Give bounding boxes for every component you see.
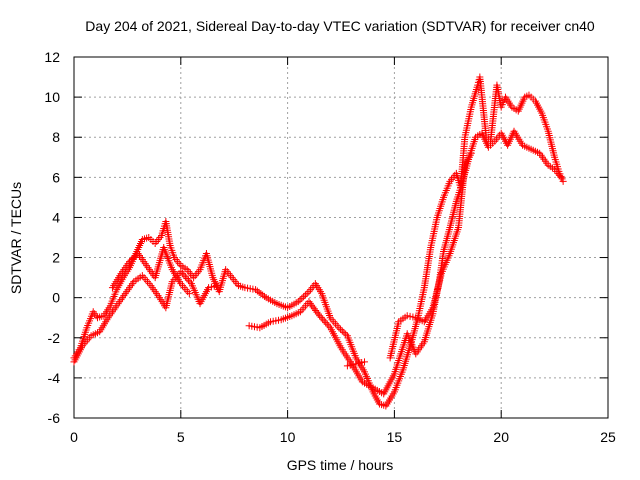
data-point (360, 358, 368, 366)
data-point (310, 305, 318, 313)
y-tick-label: 10 (44, 89, 60, 105)
y-tick-label: -4 (48, 370, 61, 386)
data-point (296, 296, 304, 304)
data-point (252, 286, 260, 294)
data-series (70, 73, 567, 410)
data-point (309, 303, 317, 311)
data-point (358, 359, 366, 367)
data-point (253, 287, 261, 295)
data-point (306, 299, 314, 307)
data-point (323, 320, 331, 328)
data-point (213, 282, 221, 290)
y-tick-label: 0 (52, 290, 60, 306)
y-tick-label: 2 (52, 250, 60, 266)
data-point (338, 327, 346, 335)
data-point (183, 274, 191, 282)
x-tick-label: 10 (280, 429, 296, 445)
data-point (126, 258, 134, 266)
data-point (294, 298, 302, 306)
data-point (337, 325, 345, 333)
data-point (343, 362, 351, 370)
data-point (320, 317, 328, 325)
y-tick-label: 6 (52, 169, 60, 185)
y-tick-label: 8 (52, 129, 60, 145)
data-point (467, 149, 475, 157)
data-point (127, 256, 135, 264)
data-point (314, 310, 322, 318)
x-axis-label: GPS time / hours (287, 457, 394, 473)
data-point (178, 269, 186, 277)
data-point (325, 322, 333, 330)
data-point (403, 312, 411, 320)
data-point (257, 290, 265, 298)
data-point (316, 312, 324, 320)
data-point (207, 283, 215, 291)
y-tick-label: -6 (48, 410, 61, 426)
data-point (355, 359, 363, 367)
data-point (131, 253, 139, 261)
data-point (340, 329, 348, 337)
data-point (409, 313, 417, 321)
data-point (557, 173, 565, 181)
data-point (260, 292, 268, 300)
data-point (177, 268, 185, 276)
data-point (186, 278, 194, 286)
data-point (559, 177, 567, 185)
y-tick-label: 4 (52, 209, 60, 225)
x-tick-label: 5 (177, 429, 185, 445)
data-point (406, 312, 414, 320)
data-point (349, 361, 357, 369)
data-point (322, 319, 330, 327)
data-point (303, 289, 311, 297)
grid-lines (74, 57, 608, 418)
data-point (259, 291, 267, 299)
plot-frame (73, 56, 609, 419)
data-point (335, 324, 343, 332)
data-series (108, 149, 475, 370)
data-point (352, 360, 360, 368)
data-point (342, 330, 350, 338)
data-point (255, 288, 263, 296)
x-tick-label: 25 (600, 429, 616, 445)
data-point (184, 276, 192, 284)
data-point (319, 315, 327, 323)
data-point (308, 301, 316, 309)
data-point (312, 306, 320, 314)
data-point (180, 271, 188, 279)
data-point (300, 293, 308, 301)
data-point (301, 291, 309, 299)
data-point (210, 282, 218, 290)
axis-ticks: 0 5 10 15 20 25 -6 -4 -2 0 2 4 6 8 10 12 (44, 49, 616, 445)
data-points (70, 73, 567, 410)
x-tick-label: 15 (387, 429, 403, 445)
chart-title: Day 204 of 2021, Sidereal Day-to-day VTE… (85, 18, 595, 34)
data-point (346, 361, 354, 369)
data-point (305, 298, 313, 306)
y-tick-label: -2 (48, 330, 61, 346)
data-point (129, 254, 137, 262)
data-point (181, 273, 189, 281)
data-point (298, 294, 306, 302)
y-tick-label: 12 (44, 49, 60, 65)
data-point (205, 284, 213, 292)
x-tick-label: 20 (493, 429, 509, 445)
data-point (185, 290, 193, 298)
x-tick-label: 0 (70, 429, 78, 445)
y-axis-label: SDTVAR / TECUs (8, 182, 24, 294)
data-series (70, 127, 565, 398)
data-point (317, 313, 325, 321)
data-point (313, 308, 321, 316)
